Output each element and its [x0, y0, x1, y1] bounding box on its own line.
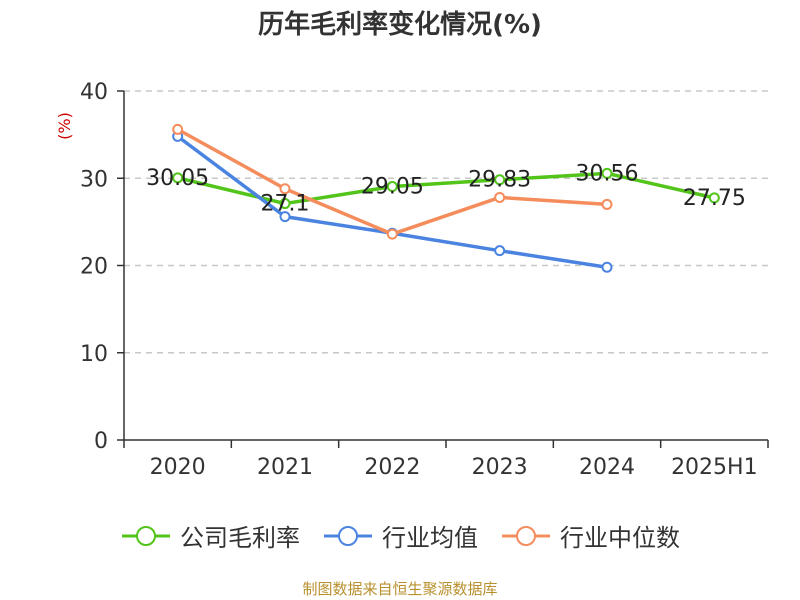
data-label-2025H1: 27.75	[683, 186, 746, 211]
data-point-s2-2021	[279, 183, 291, 195]
legend-swatch-icon	[324, 525, 372, 546]
series-line-0	[177, 171, 715, 206]
legend-swatch-icon	[122, 525, 170, 546]
data-point-s1-2024	[601, 261, 613, 273]
data-point-s0-2020	[172, 172, 184, 184]
x-tick-label-2020: 2020	[150, 455, 206, 480]
legend-item-0[interactable]: 公司毛利率	[120, 518, 300, 553]
data-point-s2-2022	[386, 228, 398, 240]
legend: 公司毛利率 行业均值 行业中位数	[0, 518, 800, 553]
legend-swatch-icon	[502, 525, 550, 546]
legend-label: 公司毛利率	[180, 524, 300, 552]
y-tick-label-20: 20	[80, 255, 108, 280]
y-tick-label-0: 0	[94, 429, 108, 454]
data-label-2022: 29.05	[361, 175, 424, 200]
series-lines	[172, 123, 720, 273]
data-point-s2-2020	[172, 123, 184, 135]
data-point-s2-2023	[494, 191, 506, 203]
data-point-s1-2023	[494, 245, 506, 257]
chart-title: 历年毛利率变化情况(%)	[258, 10, 542, 40]
legend-label: 行业中位数	[560, 524, 680, 552]
data-labels: 30.05 27.1 29.05 29.83 30.56 27.75	[146, 161, 746, 216]
axes: 0 10 20 30 40 2020 2021 2022 2023 2024 2025H1 (%)	[55, 80, 769, 480]
y-axis-label: (%)	[55, 112, 74, 140]
y-tick-label-10: 10	[80, 342, 108, 367]
data-label-2021: 27.1	[261, 192, 310, 217]
data-point-s2-2024	[601, 198, 613, 210]
data-point-s0-2024	[601, 167, 613, 179]
y-tick-label-40: 40	[80, 80, 108, 105]
source-note: 制图数据来自恒生聚源数据库	[302, 580, 498, 598]
data-point-s0-2022	[386, 181, 398, 193]
data-label-2020: 30.05	[146, 166, 209, 191]
data-label-2023: 29.83	[468, 168, 531, 193]
x-tick-label-2025H1: 2025H1	[671, 455, 758, 480]
x-tick-label-2021: 2021	[257, 455, 313, 480]
grid-lines	[124, 90, 768, 354]
legend-item-2[interactable]: 行业中位数	[500, 518, 680, 553]
data-point-s1-2021	[279, 211, 291, 223]
data-point-s0-2023	[494, 174, 506, 186]
data-point-s0-2021	[279, 198, 291, 210]
data-point-s0-2025H1	[708, 192, 720, 204]
x-tick-label-2022: 2022	[364, 455, 420, 480]
legend-item-1[interactable]: 行业均值	[322, 518, 478, 553]
legend-label: 行业均值	[382, 524, 478, 552]
x-tick-label-2024: 2024	[579, 455, 635, 480]
data-label-2024: 30.56	[576, 161, 639, 186]
y-tick-label-30: 30	[80, 167, 108, 192]
x-tick-label-2023: 2023	[472, 455, 528, 480]
